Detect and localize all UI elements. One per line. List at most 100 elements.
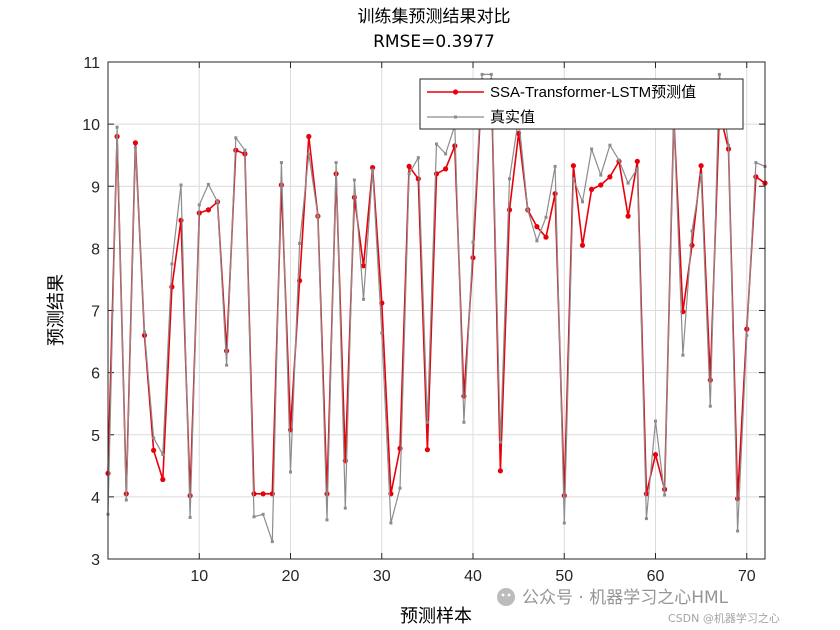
data-point-actual bbox=[334, 161, 338, 165]
data-point-actual bbox=[480, 72, 484, 76]
data-point-predicted bbox=[269, 491, 275, 497]
watermark: 公众号 · 机器学习之心HML CSDN @机器学习之心 bbox=[497, 588, 780, 625]
data-point-actual bbox=[462, 420, 466, 424]
data-point-actual bbox=[343, 506, 347, 510]
data-point-predicted bbox=[689, 242, 695, 248]
data-point-predicted bbox=[151, 447, 157, 453]
y-tick-label: 9 bbox=[91, 179, 100, 196]
data-point-actual bbox=[152, 436, 156, 440]
y-tick-label: 8 bbox=[91, 241, 100, 258]
data-point-actual bbox=[590, 147, 594, 151]
data-point-actual bbox=[562, 521, 566, 525]
data-point-predicted bbox=[652, 452, 659, 458]
data-point-actual bbox=[690, 229, 694, 233]
data-point-predicted bbox=[698, 163, 704, 169]
data-point-actual bbox=[124, 498, 128, 502]
data-point-predicted bbox=[753, 174, 759, 180]
x-tick-label: 70 bbox=[738, 568, 756, 585]
series-layer bbox=[105, 72, 768, 544]
y-tick-label: 4 bbox=[91, 490, 100, 507]
legend-marker-predicted bbox=[452, 89, 459, 95]
data-point-actual bbox=[307, 152, 311, 156]
data-point-actual bbox=[170, 262, 174, 266]
data-point-predicted bbox=[306, 133, 312, 140]
data-point-actual bbox=[225, 363, 229, 367]
data-point-actual bbox=[754, 161, 758, 165]
legend-label-predicted: SSA-Transformer-LSTM预测值 bbox=[490, 84, 696, 101]
data-point-actual bbox=[188, 515, 192, 519]
data-point-actual bbox=[553, 164, 557, 168]
data-point-predicted bbox=[260, 491, 266, 497]
data-point-actual bbox=[243, 148, 247, 152]
y-tick-label: 11 bbox=[83, 55, 100, 72]
data-point-actual bbox=[544, 215, 548, 219]
data-point-actual bbox=[599, 173, 603, 177]
x-axis-title: 预测样本 bbox=[400, 606, 472, 627]
data-point-actual bbox=[508, 177, 511, 181]
y-tick-label: 5 bbox=[91, 428, 100, 445]
data-point-actual bbox=[635, 167, 639, 171]
data-point-actual bbox=[608, 143, 612, 147]
data-point-actual bbox=[581, 200, 584, 204]
y-tick-label: 10 bbox=[82, 117, 100, 134]
data-point-predicted bbox=[397, 445, 403, 451]
data-point-predicted bbox=[424, 447, 430, 453]
data-point-actual bbox=[234, 136, 238, 140]
data-point-predicted bbox=[415, 176, 421, 182]
data-point-actual bbox=[444, 152, 448, 156]
data-point-actual bbox=[425, 420, 429, 424]
wechat-icon bbox=[497, 588, 515, 606]
data-point-predicted bbox=[579, 242, 586, 248]
data-point-actual bbox=[626, 181, 630, 185]
data-point-actual bbox=[352, 178, 356, 182]
data-point-predicted bbox=[205, 207, 211, 213]
data-point-actual bbox=[654, 419, 657, 423]
x-tick-label: 60 bbox=[647, 568, 665, 585]
data-point-actual bbox=[279, 161, 283, 165]
data-point-actual bbox=[362, 297, 365, 301]
data-point-actual bbox=[206, 182, 210, 186]
data-point-predicted bbox=[443, 166, 449, 172]
data-point-actual bbox=[526, 208, 530, 212]
x-tick-label: 40 bbox=[464, 568, 482, 585]
data-point-actual bbox=[371, 168, 375, 172]
y-axis-title: 预测结果 bbox=[46, 274, 67, 346]
legend-label-actual: 真实值 bbox=[490, 108, 535, 126]
data-point-actual bbox=[681, 353, 685, 357]
data-point-predicted bbox=[561, 493, 567, 499]
data-point-actual bbox=[745, 333, 749, 337]
data-point-predicted bbox=[132, 140, 138, 146]
data-point-actual bbox=[708, 404, 712, 408]
data-point-predicted bbox=[589, 186, 595, 192]
data-point-predicted bbox=[406, 163, 412, 169]
data-point-predicted bbox=[543, 234, 549, 240]
data-point-predicted bbox=[634, 158, 640, 164]
data-point-actual bbox=[489, 72, 493, 76]
grid-lines bbox=[108, 61, 765, 560]
data-point-actual bbox=[498, 440, 502, 444]
legend-marker-actual bbox=[454, 115, 457, 119]
x-tick-label: 30 bbox=[373, 568, 391, 585]
data-point-actual bbox=[736, 529, 740, 533]
chart-title: 训练集预测结果对比 bbox=[358, 7, 511, 27]
data-point-predicted bbox=[324, 491, 330, 497]
data-point-actual bbox=[143, 330, 146, 334]
data-point-predicted bbox=[506, 207, 513, 213]
data-point-predicted bbox=[598, 182, 604, 188]
data-point-predicted bbox=[552, 191, 558, 197]
plot-frame bbox=[107, 61, 766, 560]
data-point-actual bbox=[535, 239, 539, 243]
data-point-predicted bbox=[452, 143, 458, 149]
data-point-predicted bbox=[160, 476, 166, 483]
data-point-actual bbox=[727, 143, 730, 147]
data-point-actual bbox=[435, 142, 438, 146]
chart-subtitle: RMSE=0.3977 bbox=[373, 32, 495, 52]
data-point-actual bbox=[617, 158, 621, 162]
data-point-actual bbox=[197, 203, 201, 207]
data-point-actual bbox=[161, 453, 165, 457]
data-point-actual bbox=[133, 146, 137, 150]
legend-box bbox=[419, 78, 744, 130]
data-point-actual bbox=[717, 72, 721, 76]
data-point-predicted bbox=[643, 491, 650, 497]
